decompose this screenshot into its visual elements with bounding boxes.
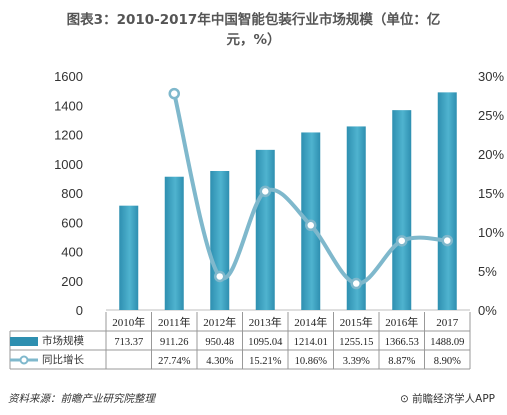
row-label-market-size-text: 市场规模 [42,335,84,347]
data-label-market-size: 911.26 [160,337,189,348]
chart-title: 图表3：2010-2017年中国智能包装行业市场规模（单位：亿 元，%） [0,10,507,50]
bar [392,110,412,310]
data-label-growth: 8.90% [434,356,461,367]
source-note: 资料来源：前瞻产业研究院整理 [8,393,155,405]
y-left-tick-label: 400 [61,245,83,260]
bar-legend-swatch [10,336,38,346]
y-left-tick-label: 1000 [54,157,83,172]
table-row-growth: 同比增长 [10,351,470,370]
data-label-growth: 8.87% [388,356,415,367]
y-left-tick-label: 0 [76,303,83,318]
bar [119,205,139,310]
bar [164,176,184,310]
y-left-tick-label: 1200 [54,128,83,143]
line-point [350,277,362,290]
bar [437,92,457,310]
data-label-market-size: 1255.15 [339,337,373,348]
x-tick-label: 2012年 [203,315,236,329]
y-right-tick-label: 15% [478,186,504,201]
data-label-growth: 10.86% [295,356,328,367]
series-line-growth [172,93,448,286]
y-left-tick-label: 1400 [54,98,83,113]
line-legend-swatch [10,355,38,365]
data-label-market-size: 1095.04 [248,337,283,348]
x-tick-label: 2017 [436,317,459,329]
brand-label: ⊙ 前瞻经济学人APP [400,393,495,405]
x-tick-label: 2016年 [385,315,418,329]
y-left-tick-label: 600 [61,215,83,230]
x-tick-label: 2014年 [294,315,327,329]
line-point [214,270,226,283]
y-right-tick-label: 30% [478,69,504,84]
y-right-tick-label: 0% [478,303,497,318]
y-right-tick-label: 20% [478,147,504,162]
y-left-tick-label: 800 [61,186,83,201]
data-label-market-size: 1366.53 [385,337,419,348]
row-label-market-size: 市场规模 [10,332,106,351]
x-tick-label: 2013年 [249,315,282,329]
data-label-market-size: 950.48 [205,337,234,348]
data-label-growth: 3.39% [343,356,370,367]
y-left-tick-label: 200 [61,274,83,289]
data-label-market-size: 713.37 [114,337,143,348]
x-tick-label: 2011年 [158,315,191,329]
bar [346,126,366,310]
y-right-tick-label: 25% [478,108,504,123]
line-point [305,219,317,232]
chart-title-line1: 图表3：2010-2017年中国智能包装行业市场规模（单位：亿 [66,12,441,28]
row-label-growth: 同比增长 [10,351,106,370]
brand-text: 前瞻经济学人APP [412,393,495,405]
data-label-market-size: 1214.01 [294,337,328,348]
y-right-tick-label: 10% [478,225,504,240]
row-label-growth-text: 同比增长 [42,354,84,366]
bar [255,149,275,310]
data-label-growth: 27.74% [158,356,191,367]
data-label-market-size: 1488.09 [430,337,464,348]
x-tick-label: 2015年 [340,315,373,329]
table-row-market-size: 市场规模 [10,332,470,351]
line-point [396,235,408,247]
bar [210,170,230,310]
data-label-growth: 4.30% [206,356,233,367]
line-point [441,234,453,247]
line-point [168,87,180,100]
chart-title-line2: 元，%） [226,32,281,48]
line-point [259,185,271,198]
x-tick-label: 2010年 [112,315,145,329]
y-right-tick-label: 5% [478,264,497,279]
y-left-tick-label: 1600 [54,69,83,84]
data-label-growth: 15.21% [249,356,282,367]
